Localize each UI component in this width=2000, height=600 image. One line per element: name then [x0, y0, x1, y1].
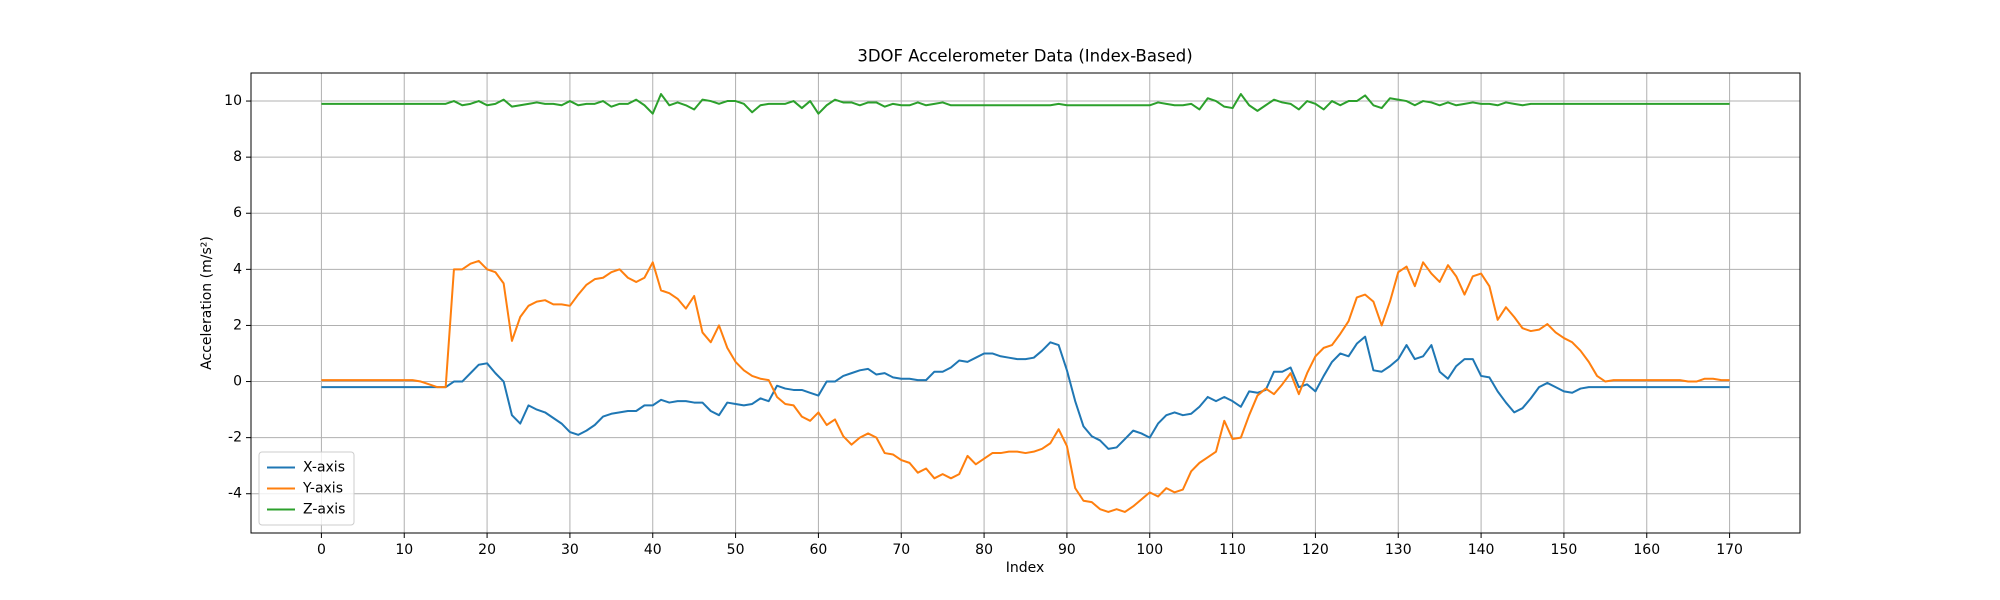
x-tick-label: 160: [1633, 542, 1660, 558]
x-tick-label: 0: [317, 542, 326, 558]
y-tick-label: 4: [233, 261, 242, 277]
legend-box: [258, 451, 355, 526]
legend-label: Z-axis: [303, 502, 345, 518]
data-line: [321, 259, 1730, 513]
y-tick-label: -2: [228, 430, 242, 446]
x-tick-label: 150: [1551, 542, 1578, 558]
x-tick-label: 130: [1385, 542, 1412, 558]
y-tick-label: 6: [233, 205, 242, 221]
y-axis-label: Acceleration (m/s²): [199, 236, 215, 370]
x-tick-label: 30: [561, 542, 579, 558]
y-tick-label: 10: [224, 93, 242, 109]
legend-label: X-axis: [303, 460, 345, 476]
x-tick-label: 110: [1219, 542, 1246, 558]
data-line: [321, 93, 1730, 115]
x-axis-label: Index: [1006, 560, 1045, 576]
x-tick-label: 90: [1058, 542, 1076, 558]
x-tick-label: 80: [975, 542, 993, 558]
chart-title: 3DOF Accelerometer Data (Index-Based): [857, 47, 1192, 66]
legend: X-axis Y-axis Z-axis: [258, 451, 355, 526]
x-tick-label: 70: [892, 542, 910, 558]
x-tick-label: 20: [478, 542, 496, 558]
y-tick-label: 2: [233, 317, 242, 333]
legend-label: Y-axis: [302, 481, 343, 497]
x-tick-label: 100: [1136, 542, 1163, 558]
x-tick-label: 140: [1468, 542, 1495, 558]
x-tick-label: 10: [395, 542, 413, 558]
x-tick-label: 50: [727, 542, 745, 558]
x-tick-label: 60: [810, 542, 828, 558]
y-tick-label: 0: [233, 374, 242, 390]
x-tick-label: 40: [644, 542, 662, 558]
plot-frame: [250, 72, 1801, 534]
y-tick-label: -4: [228, 486, 242, 502]
data-line: [321, 335, 1730, 450]
y-tick-label: 8: [233, 149, 242, 165]
x-tick-label: 120: [1302, 542, 1329, 558]
x-tick-label: 170: [1716, 542, 1743, 558]
